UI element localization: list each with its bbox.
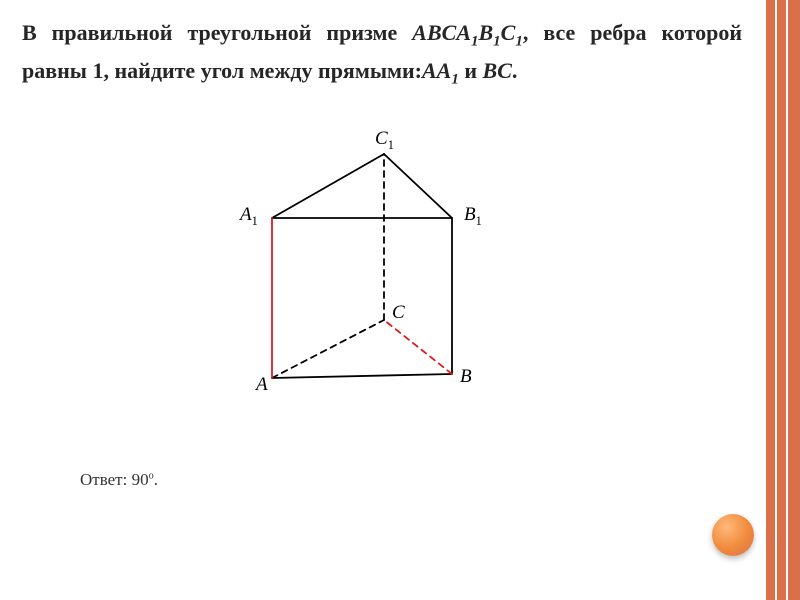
slide-content: В правильной треугольной призме ABCA1B1C… <box>22 16 742 91</box>
label-C: C <box>392 302 405 324</box>
t: ABCA <box>412 20 471 45</box>
text: В правильной треугольной призме <box>22 20 412 45</box>
label-A: A <box>256 374 268 396</box>
line-symbol: AA1 <box>422 58 459 83</box>
accent-stripe <box>786 0 788 600</box>
prism-diagram: C1 A1 B1 C A B <box>180 130 540 420</box>
answer-text: Ответ: 90o. <box>80 470 158 490</box>
label-B1: B1 <box>464 204 482 229</box>
text: . <box>512 58 518 83</box>
prism-symbol: ABCA1B1C1 <box>412 20 523 45</box>
sub: 1 <box>451 71 458 87</box>
sub: 1 <box>388 138 394 152</box>
line-symbol: BC <box>483 58 512 83</box>
t: A <box>256 374 268 395</box>
accent-stripe <box>775 0 777 600</box>
problem-statement: В правильной треугольной призме ABCA1B1C… <box>22 16 742 91</box>
t: Ответ: 90 <box>80 470 149 489</box>
t: B <box>464 204 476 225</box>
t: B <box>460 366 472 387</box>
diagram-svg <box>180 130 540 420</box>
text: и <box>459 58 483 83</box>
sub: 1 <box>515 33 522 49</box>
t: AA <box>422 58 451 83</box>
t: C <box>375 128 388 149</box>
label-C1: C1 <box>375 128 394 153</box>
sub: 1 <box>476 214 482 228</box>
sub: 1 <box>252 214 258 228</box>
t: C <box>501 20 516 45</box>
label-A1: A1 <box>240 204 258 229</box>
t: B <box>478 20 493 45</box>
t: A <box>240 204 252 225</box>
slide-right-accent <box>764 0 800 600</box>
nav-circle-button[interactable] <box>712 514 754 556</box>
t: C <box>392 302 405 323</box>
label-B: B <box>460 366 472 388</box>
t: . <box>154 470 158 489</box>
sub: 1 <box>493 33 500 49</box>
